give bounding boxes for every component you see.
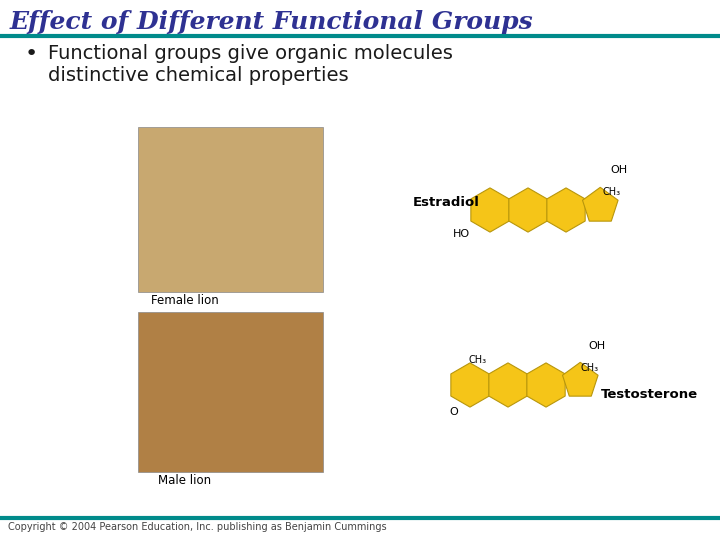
FancyBboxPatch shape: [138, 312, 323, 472]
Text: CH₃: CH₃: [581, 363, 599, 373]
Polygon shape: [582, 187, 618, 221]
Polygon shape: [562, 362, 598, 396]
Polygon shape: [527, 363, 565, 407]
Polygon shape: [547, 188, 585, 232]
Text: distinctive chemical properties: distinctive chemical properties: [48, 66, 348, 85]
Text: O: O: [449, 407, 458, 417]
Text: HO: HO: [453, 229, 470, 239]
Text: Functional groups give organic molecules: Functional groups give organic molecules: [48, 44, 453, 63]
Polygon shape: [509, 188, 547, 232]
Text: •: •: [25, 44, 38, 64]
Polygon shape: [489, 363, 527, 407]
Text: Male lion: Male lion: [158, 474, 212, 487]
Text: Effect of Different Functional Groups: Effect of Different Functional Groups: [10, 10, 534, 34]
Text: OH: OH: [589, 341, 606, 352]
Text: Female lion: Female lion: [151, 294, 219, 307]
Text: Copyright © 2004 Pearson Education, Inc. publishing as Benjamin Cummings: Copyright © 2004 Pearson Education, Inc.…: [8, 522, 387, 532]
Polygon shape: [471, 188, 509, 232]
Polygon shape: [451, 363, 489, 407]
Text: CH₃: CH₃: [469, 355, 487, 365]
Text: OH: OH: [611, 165, 628, 176]
Text: CH₃: CH₃: [603, 187, 621, 198]
Text: Estradiol: Estradiol: [413, 195, 480, 208]
FancyBboxPatch shape: [138, 127, 323, 292]
Text: Testosterone: Testosterone: [601, 388, 698, 402]
